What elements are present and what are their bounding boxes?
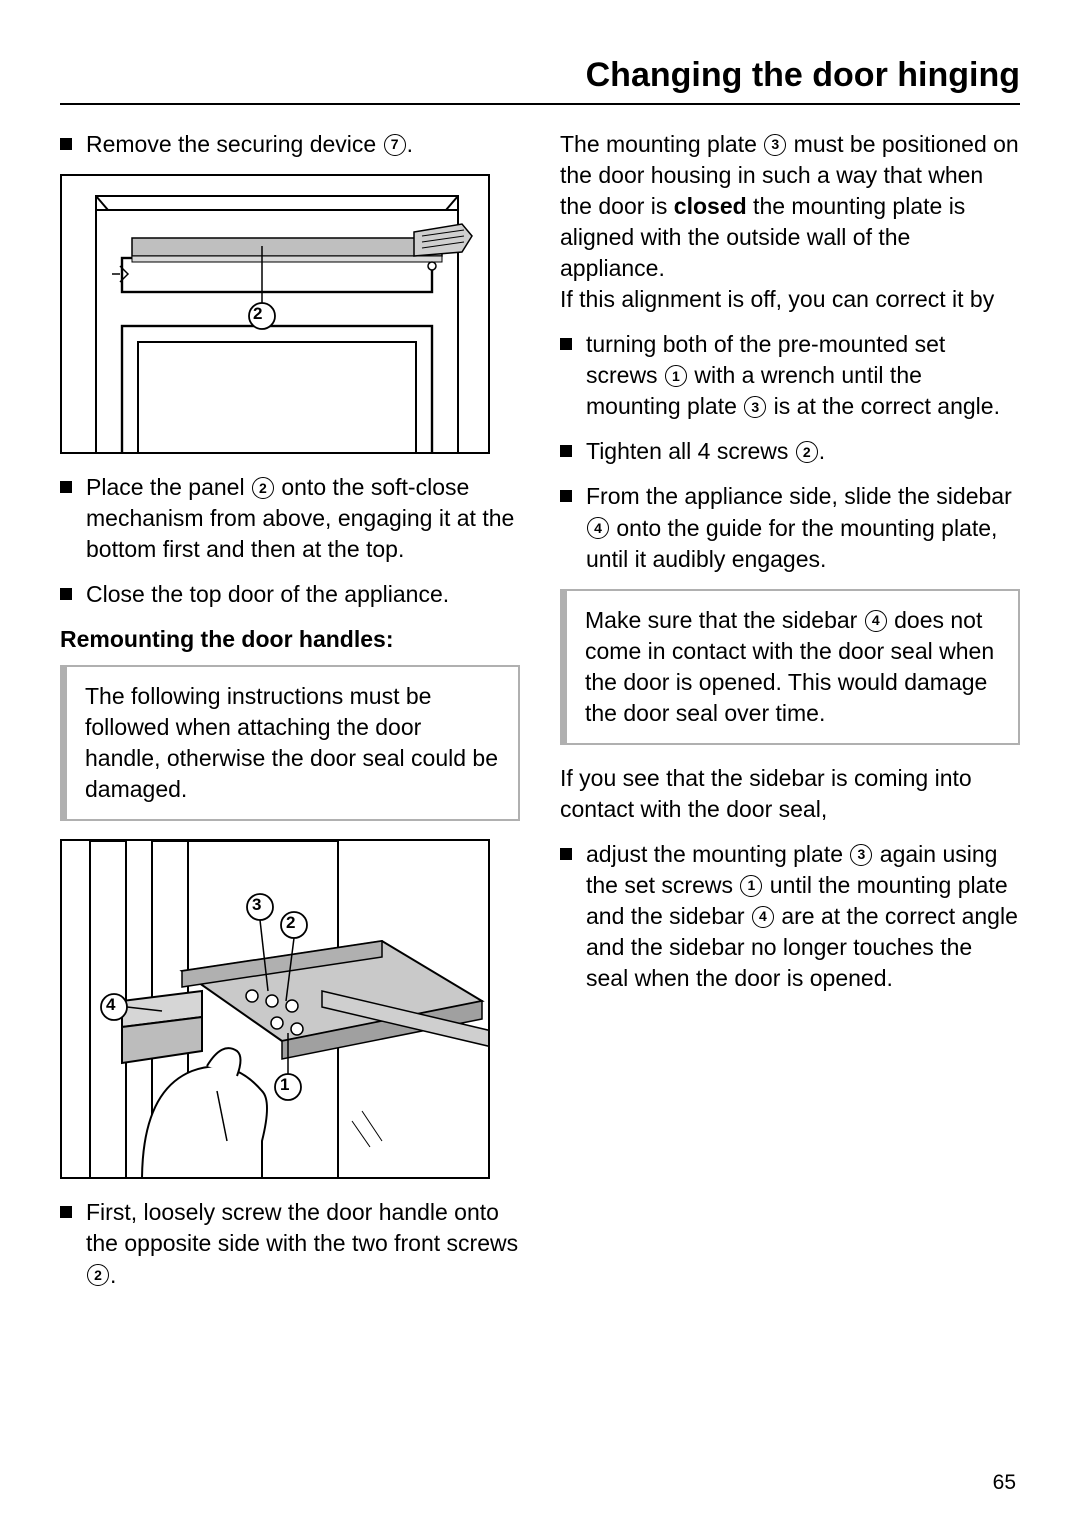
callout-2b: 2 [286,913,295,933]
text: . [407,131,413,157]
bullet-icon [60,588,72,600]
bullet-icon [60,1206,72,1218]
step-turn-setscrews: turning both of the pre-mounted set scre… [560,329,1020,422]
step-remove-securing: Remove the securing device 7. [60,129,520,160]
step-adjust-plate: adjust the mounting plate 3 again using … [560,839,1020,994]
step-slide-sidebar: From the appliance side, slide the sideb… [560,481,1020,574]
figure-remount-handle: 3 2 4 1 [60,839,490,1179]
ref-1: 1 [740,875,762,897]
text: The following instructions must be follo… [85,683,498,802]
notice-handle-damage: The following instructions must be follo… [60,665,520,821]
bullet-icon [560,848,572,860]
text: Close the top door of the appliance. [86,579,449,610]
left-column: Remove the securing device 7. [60,129,520,1305]
text: . [819,438,825,464]
text: . [110,1262,116,1288]
para-alignment-off: If this alignment is off, you can correc… [560,284,1020,315]
step-close-door: Close the top door of the appliance. [60,579,520,610]
bullet-icon [560,490,572,502]
para-sidebar-contact: If you see that the sidebar is coming in… [560,763,1020,825]
text: Remove the securing device [86,131,383,157]
subheading-remounting: Remounting the door handles: [60,626,520,653]
bullet-icon [560,445,572,457]
ref-4: 4 [865,610,887,632]
text: onto the guide for the mounting plate, u… [586,515,997,572]
callout-1: 1 [280,1075,289,1095]
bold-closed: closed [674,193,747,219]
ref-2: 2 [252,477,274,499]
figure-panel-soft-close: 2 [60,174,490,454]
text: From the appliance side, slide the sideb… [586,483,1012,509]
content-columns: Remove the securing device 7. [60,129,1020,1305]
text: First, loosely screw the door handle ont… [86,1199,518,1256]
text: adjust the mounting plate [586,841,849,867]
text: Make sure that the sidebar [585,607,864,633]
ref-2: 2 [87,1264,109,1286]
ref-1: 1 [665,365,687,387]
ref-7: 7 [384,134,406,156]
callout-3: 3 [252,895,261,915]
ref-3: 3 [850,844,872,866]
horizontal-rule [60,103,1020,105]
ref-4: 4 [587,517,609,539]
callout-4: 4 [106,995,115,1015]
ref-4: 4 [752,906,774,928]
ref-3: 3 [744,396,766,418]
ref-2: 2 [796,441,818,463]
notice-sidebar-seal: Make sure that the sidebar 4 does not co… [560,589,1020,745]
step-tighten-screws: Tighten all 4 screws 2. [560,436,1020,467]
page-title: Changing the door hinging [60,56,1020,95]
step-loosely-screw: First, loosely screw the door handle ont… [60,1197,520,1290]
ref-3: 3 [764,134,786,156]
text: The mounting plate [560,131,763,157]
callout-2: 2 [253,304,262,324]
page-number: 65 [993,1471,1016,1495]
para-mounting-plate: The mounting plate 3 must be positioned … [560,129,1020,284]
bullet-icon [60,138,72,150]
bullet-icon [60,481,72,493]
right-column: The mounting plate 3 must be positioned … [560,129,1020,1305]
text: Tighten all 4 screws [586,438,795,464]
step-place-panel: Place the panel 2 onto the soft-close me… [60,472,520,565]
bullet-icon [560,338,572,350]
text: is at the correct angle. [767,393,1000,419]
text: Place the panel [86,474,251,500]
